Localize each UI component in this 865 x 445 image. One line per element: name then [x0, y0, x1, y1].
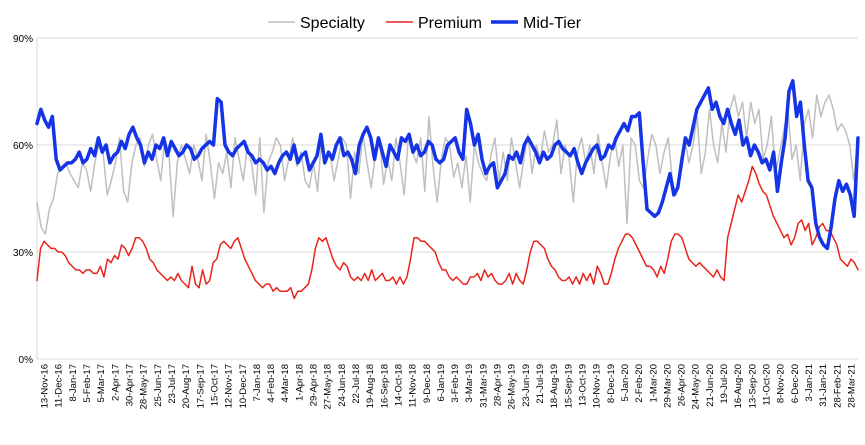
x-tick-label: 29-Mar-20	[662, 364, 673, 408]
legend-label-mid-tier: Mid-Tier	[523, 15, 582, 32]
y-tick-label: 0%	[19, 355, 34, 366]
x-tick-label: 16-Aug-20	[733, 364, 744, 408]
x-tick-label: 16-Sep-18	[379, 364, 390, 408]
x-tick-label: 22-Jul-18	[351, 364, 362, 404]
x-tick-label: 29-Apr-18	[309, 364, 320, 406]
x-tick-label: 9-Dec-18	[422, 364, 433, 403]
x-tick-label: 21-Jul-19	[535, 364, 546, 404]
y-axis: 0% 30% 60% 90%	[13, 34, 38, 366]
x-tick-label: 5-Mar-17	[96, 364, 107, 403]
x-tick-label: 8-Nov-20	[776, 364, 787, 403]
legend-label-specialty: Specialty	[300, 15, 365, 32]
x-tick-label: 13-Sep-20	[747, 364, 758, 408]
x-tick-label: 10-Nov-19	[592, 364, 603, 408]
x-tick-label: 15-Oct-17	[209, 364, 220, 406]
x-tick-label: 2-Apr-17	[110, 364, 121, 401]
x-tick-label: 1-Mar-20	[648, 364, 659, 403]
x-tick-label: 3-Mar-19	[464, 364, 475, 403]
x-tick-label: 4-Mar-18	[280, 364, 291, 403]
x-tick-label: 10-Dec-17	[238, 364, 249, 408]
x-tick-label: 3-Jan-21	[804, 364, 815, 402]
x-tick-label: 2-Feb-20	[634, 364, 645, 403]
x-tick-label: 14-Oct-18	[393, 364, 404, 406]
x-tick-label: 18-Aug-19	[549, 364, 560, 408]
x-tick-label: 15-Sep-19	[563, 364, 574, 408]
x-tick-label: 23-Jul-17	[167, 364, 178, 404]
x-tick-label: 26-Apr-20	[677, 364, 688, 406]
x-tick-label: 13-Nov-16	[40, 364, 51, 408]
x-tick-label: 12-Nov-17	[224, 364, 235, 408]
y-tick-label: 90%	[13, 34, 33, 45]
series-lines	[35, 79, 860, 300]
x-tick-label: 28-Feb-21	[832, 364, 843, 408]
x-tick-label: 21-Jun-20	[705, 364, 716, 407]
x-tick-label: 17-Sep-17	[195, 364, 206, 408]
grid-lines	[37, 37, 858, 360]
x-tick-label: 26-May-19	[507, 364, 518, 409]
x-tick-label: 28-Mar-21	[846, 364, 857, 408]
x-tick-label: 24-Jun-18	[337, 364, 348, 407]
x-tick-label: 11-Dec-16	[54, 364, 65, 408]
x-tick-label: 25-Jun-17	[153, 364, 164, 407]
x-tick-label: 30-Apr-17	[125, 364, 136, 406]
x-tick-label: 31-Jan-21	[818, 364, 829, 407]
series-line-specialty	[36, 94, 859, 235]
x-tick-label: 6-Jan-19	[436, 364, 447, 402]
x-tick-label: 28-May-17	[139, 364, 150, 409]
x-tick-label: 23-Jun-19	[521, 364, 532, 407]
x-tick-label: 19-Jul-20	[719, 364, 730, 404]
x-tick-label: 19-Aug-18	[365, 364, 376, 408]
x-tick-label: 8-Jan-17	[68, 364, 79, 402]
x-tick-label: 5-Jan-20	[620, 364, 631, 402]
x-tick-label: 3-Feb-19	[450, 364, 461, 403]
x-axis: 13-Nov-16 11-Dec-16 8-Jan-17 5-Feb-17 5-Mar-…	[37, 358, 858, 409]
x-tick-label: 28-Apr-19	[493, 364, 504, 406]
x-tick-label: 5-Feb-17	[82, 364, 93, 403]
x-tick-label: 11-Nov-18	[408, 364, 419, 408]
x-tick-label: 7-Jan-18	[252, 364, 263, 402]
x-tick-label: 24-May-20	[691, 364, 702, 409]
x-tick-label: 1-Apr-18	[294, 364, 305, 401]
x-tick-label: 4-Feb-18	[266, 364, 277, 403]
series-line-premium	[36, 165, 859, 300]
x-tick-label: 6-Dec-20	[790, 364, 801, 403]
x-tick-label: 31-Mar-19	[478, 364, 489, 408]
series-line-mid-tier	[35, 79, 860, 251]
y-tick-label: 60%	[13, 141, 33, 152]
x-tick-label: 8-Dec-19	[606, 364, 617, 403]
x-tick-label: 27-May-18	[323, 364, 334, 409]
y-tick-label: 30%	[13, 248, 33, 259]
legend: Specialty Premium Mid-Tier	[268, 15, 582, 32]
x-tick-label: 13-Oct-19	[577, 364, 588, 406]
x-tick-label: 20-Aug-17	[181, 364, 192, 408]
legend-label-premium: Premium	[418, 15, 482, 32]
x-tick-label: 11-Oct-20	[761, 364, 772, 406]
